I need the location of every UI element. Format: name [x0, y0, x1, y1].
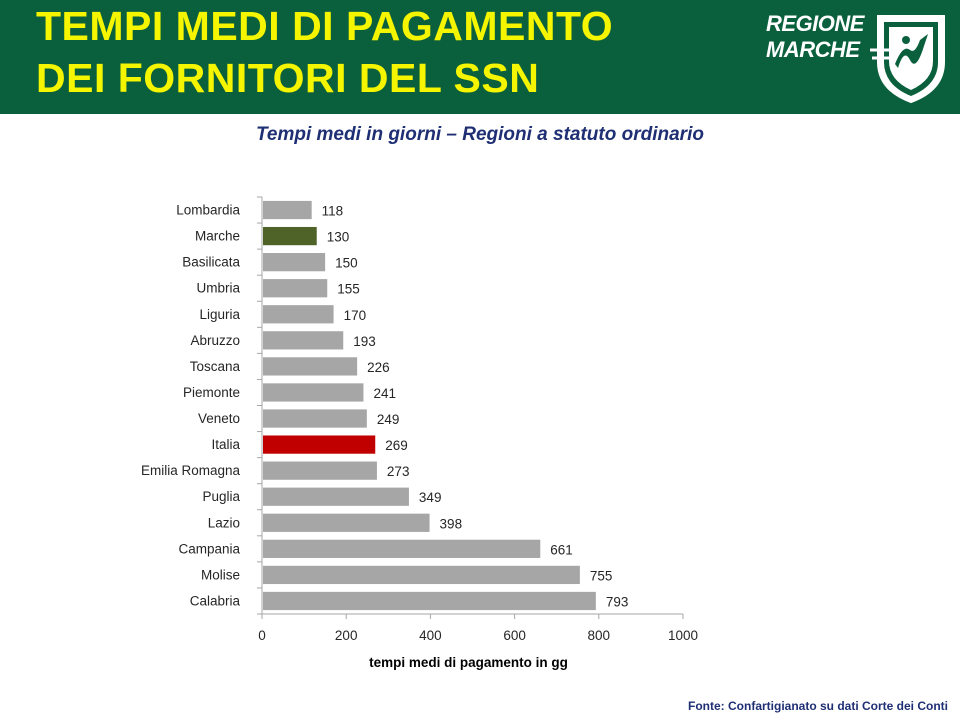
category-label: Molise	[201, 567, 240, 582]
category-label: Basilicata	[182, 255, 240, 270]
source-note: Fonte: Confartigianato su dati Corte dei…	[688, 699, 948, 713]
x-tick-label: 200	[335, 628, 358, 643]
bar-abruzzo	[263, 331, 344, 350]
category-label: Puglia	[202, 489, 240, 504]
bar-liguria	[263, 305, 334, 324]
data-label: 241	[373, 386, 396, 401]
bar-toscana	[263, 357, 358, 376]
data-label: 273	[387, 464, 410, 479]
bar-campania	[263, 539, 541, 558]
data-label: 150	[335, 256, 358, 271]
bar-veneto	[263, 409, 367, 428]
regione-marche-logo: REGIONE MARCHE	[764, 8, 954, 108]
category-label: Veneto	[198, 411, 240, 426]
chart-subtitle: Tempi medi in giorni – Regioni a statuto…	[256, 124, 704, 145]
bar-lazio	[263, 513, 430, 532]
x-tick-label: 1000	[668, 628, 698, 643]
data-label: 661	[550, 542, 573, 557]
category-label: Umbria	[196, 281, 240, 296]
data-label: 118	[322, 204, 344, 219]
data-label: 193	[353, 334, 376, 349]
bar-umbria	[263, 279, 328, 298]
x-tick-label: 600	[503, 628, 526, 643]
bar-basilicata	[263, 253, 326, 272]
category-label: Liguria	[199, 307, 240, 322]
category-label: Marche	[195, 229, 240, 244]
data-label: 226	[367, 360, 390, 375]
header-banner: TEMPI MEDI DI PAGAMENTO DEI FORNITORI DE…	[0, 0, 960, 114]
logo-text-line-1: REGIONE	[766, 11, 864, 36]
category-label: Abruzzo	[190, 333, 240, 348]
bar-calabria	[263, 591, 596, 611]
bar-piemonte	[263, 383, 364, 402]
x-tick-label: 400	[419, 628, 442, 643]
category-label: Emilia Romagna	[141, 463, 241, 478]
data-label: 155	[337, 282, 360, 297]
category-label: Calabria	[190, 593, 241, 608]
data-label: 793	[606, 594, 629, 609]
category-label: Lombardia	[176, 203, 240, 218]
data-label: 170	[344, 308, 367, 323]
data-label: 349	[419, 490, 442, 505]
data-label: 269	[385, 438, 408, 453]
bar-emilia-romagna	[263, 461, 377, 480]
page-title-line-1: TEMPI MEDI DI PAGAMENTO	[36, 3, 614, 49]
emblem-icon	[870, 15, 945, 104]
bar-puglia	[263, 487, 409, 506]
x-tick-label: 800	[588, 628, 611, 643]
data-label: 755	[590, 568, 613, 583]
bar-molise	[263, 565, 580, 585]
data-label: 130	[327, 230, 350, 245]
bar-italia	[263, 435, 376, 454]
category-label: Italia	[211, 437, 240, 452]
x-axis-title: tempi medi di pagamento in gg	[369, 655, 568, 670]
logo-text-line-2: MARCHE	[766, 37, 860, 62]
category-label: Piemonte	[183, 385, 240, 400]
category-label: Toscana	[190, 359, 241, 374]
bar-marche	[263, 226, 317, 246]
data-label: 249	[377, 412, 400, 427]
x-tick-label: 0	[258, 628, 266, 643]
bar-lombardia	[263, 200, 312, 220]
page-title-line-2: DEI FORNITORI DEL SSN	[36, 55, 540, 101]
category-label: Lazio	[208, 515, 240, 530]
category-label: Campania	[178, 541, 240, 556]
bar-chart: Lombardia 118 Marche 130 Basilicata 150 Umbria…	[141, 196, 698, 670]
data-label: 398	[440, 516, 463, 531]
